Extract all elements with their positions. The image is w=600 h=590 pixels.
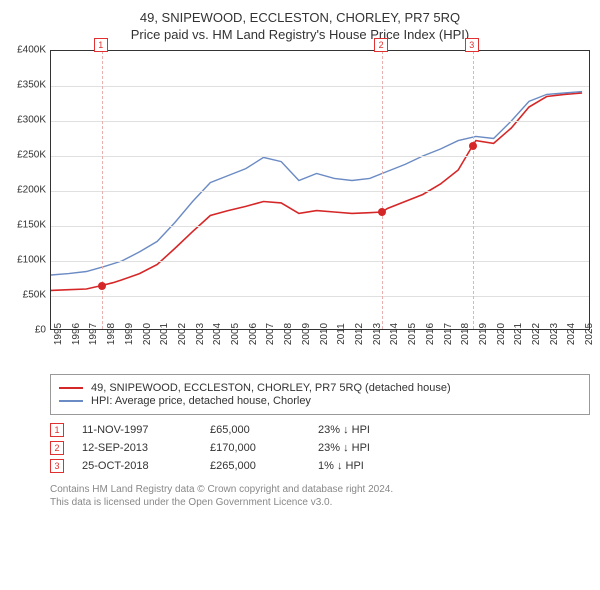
x-axis-label: 2025 [584,323,595,345]
y-axis-label: £250K [17,150,46,161]
x-axis-label: 2004 [212,323,223,345]
x-axis-label: 1999 [124,323,135,345]
event-row: 1 11-NOV-1997 £65,000 23% ↓ HPI [50,423,590,437]
y-axis-label: £100K [17,255,46,266]
x-axis-label: 2022 [531,323,542,345]
event-date: 12-SEP-2013 [82,442,192,454]
marker-vline [473,51,474,329]
x-axis-label: 1995 [53,323,64,345]
x-axis-label: 2024 [566,323,577,345]
marker-badge: 3 [465,38,479,52]
x-axis-label: 1996 [71,323,82,345]
x-axis-label: 2002 [177,323,188,345]
plot-region [50,50,590,330]
x-axis-label: 2006 [248,323,259,345]
gridline [51,156,589,157]
footer-attribution: Contains HM Land Registry data © Crown c… [50,483,590,509]
legend-box: 49, SNIPEWOOD, ECCLESTON, CHORLEY, PR7 5… [50,374,590,415]
gridline [51,86,589,87]
event-badge: 3 [50,459,64,473]
x-axis-label: 2008 [283,323,294,345]
legend-item: HPI: Average price, detached house, Chor… [59,395,581,407]
y-axis-label: £50K [23,290,46,301]
event-badge: 2 [50,441,64,455]
x-axis-label: 2012 [354,323,365,345]
gridline [51,121,589,122]
x-axis-label: 2009 [301,323,312,345]
legend-label: 49, SNIPEWOOD, ECCLESTON, CHORLEY, PR7 5… [91,382,451,394]
event-price: £170,000 [210,442,300,454]
x-axis-label: 2021 [513,323,524,345]
marker-dot [469,142,477,150]
event-price: £265,000 [210,460,300,472]
chart-area: £0£50K£100K£150K£200K£250K£300K£350K£400… [50,50,590,370]
footer-line-2: This data is licensed under the Open Gov… [50,496,590,509]
x-axis-label: 2019 [478,323,489,345]
gridline [51,226,589,227]
event-date: 11-NOV-1997 [82,424,192,436]
event-price: £65,000 [210,424,300,436]
y-axis-label: £150K [17,220,46,231]
series-hpi [51,92,582,275]
x-axis-label: 1998 [106,323,117,345]
x-axis-label: 2017 [443,323,454,345]
event-row: 2 12-SEP-2013 £170,000 23% ↓ HPI [50,441,590,455]
gridline [51,261,589,262]
x-axis-label: 2013 [372,323,383,345]
footer-line-1: Contains HM Land Registry data © Crown c… [50,483,590,496]
y-axis-label: £200K [17,185,46,196]
chart-container: 49, SNIPEWOOD, ECCLESTON, CHORLEY, PR7 5… [0,0,600,517]
x-axis-label: 2003 [195,323,206,345]
legend-item: 49, SNIPEWOOD, ECCLESTON, CHORLEY, PR7 5… [59,382,581,394]
x-axis-label: 2018 [460,323,471,345]
legend-swatch [59,387,83,389]
y-axis-label: £400K [17,45,46,56]
x-axis-label: 2014 [389,323,400,345]
marker-badge: 1 [94,38,108,52]
event-delta: 23% ↓ HPI [318,424,418,436]
marker-badge: 2 [374,38,388,52]
gridline [51,191,589,192]
event-delta: 23% ↓ HPI [318,442,418,454]
legend-swatch [59,400,83,402]
event-date: 25-OCT-2018 [82,460,192,472]
x-axis-label: 2016 [425,323,436,345]
events-table: 1 11-NOV-1997 £65,000 23% ↓ HPI 2 12-SEP-2013… [50,423,590,473]
event-row: 3 25-OCT-2018 £265,000 1% ↓ HPI [50,459,590,473]
y-axis-label: £300K [17,115,46,126]
x-axis-label: 2023 [549,323,560,345]
x-axis-label: 2020 [496,323,507,345]
x-axis-label: 2005 [230,323,241,345]
x-axis-label: 2007 [265,323,276,345]
marker-dot [98,282,106,290]
marker-vline [382,51,383,329]
gridline [51,296,589,297]
legend-label: HPI: Average price, detached house, Chor… [91,395,311,407]
x-axis-label: 2000 [142,323,153,345]
y-axis-label: £0 [35,325,46,336]
y-axis-label: £350K [17,80,46,91]
x-axis-label: 2010 [319,323,330,345]
x-axis-label: 2001 [159,323,170,345]
x-axis-label: 1997 [88,323,99,345]
x-axis-label: 2011 [336,323,347,345]
chart-title-address: 49, SNIPEWOOD, ECCLESTON, CHORLEY, PR7 5… [10,10,590,25]
event-badge: 1 [50,423,64,437]
marker-dot [378,208,386,216]
x-axis-label: 2015 [407,323,418,345]
event-delta: 1% ↓ HPI [318,460,418,472]
